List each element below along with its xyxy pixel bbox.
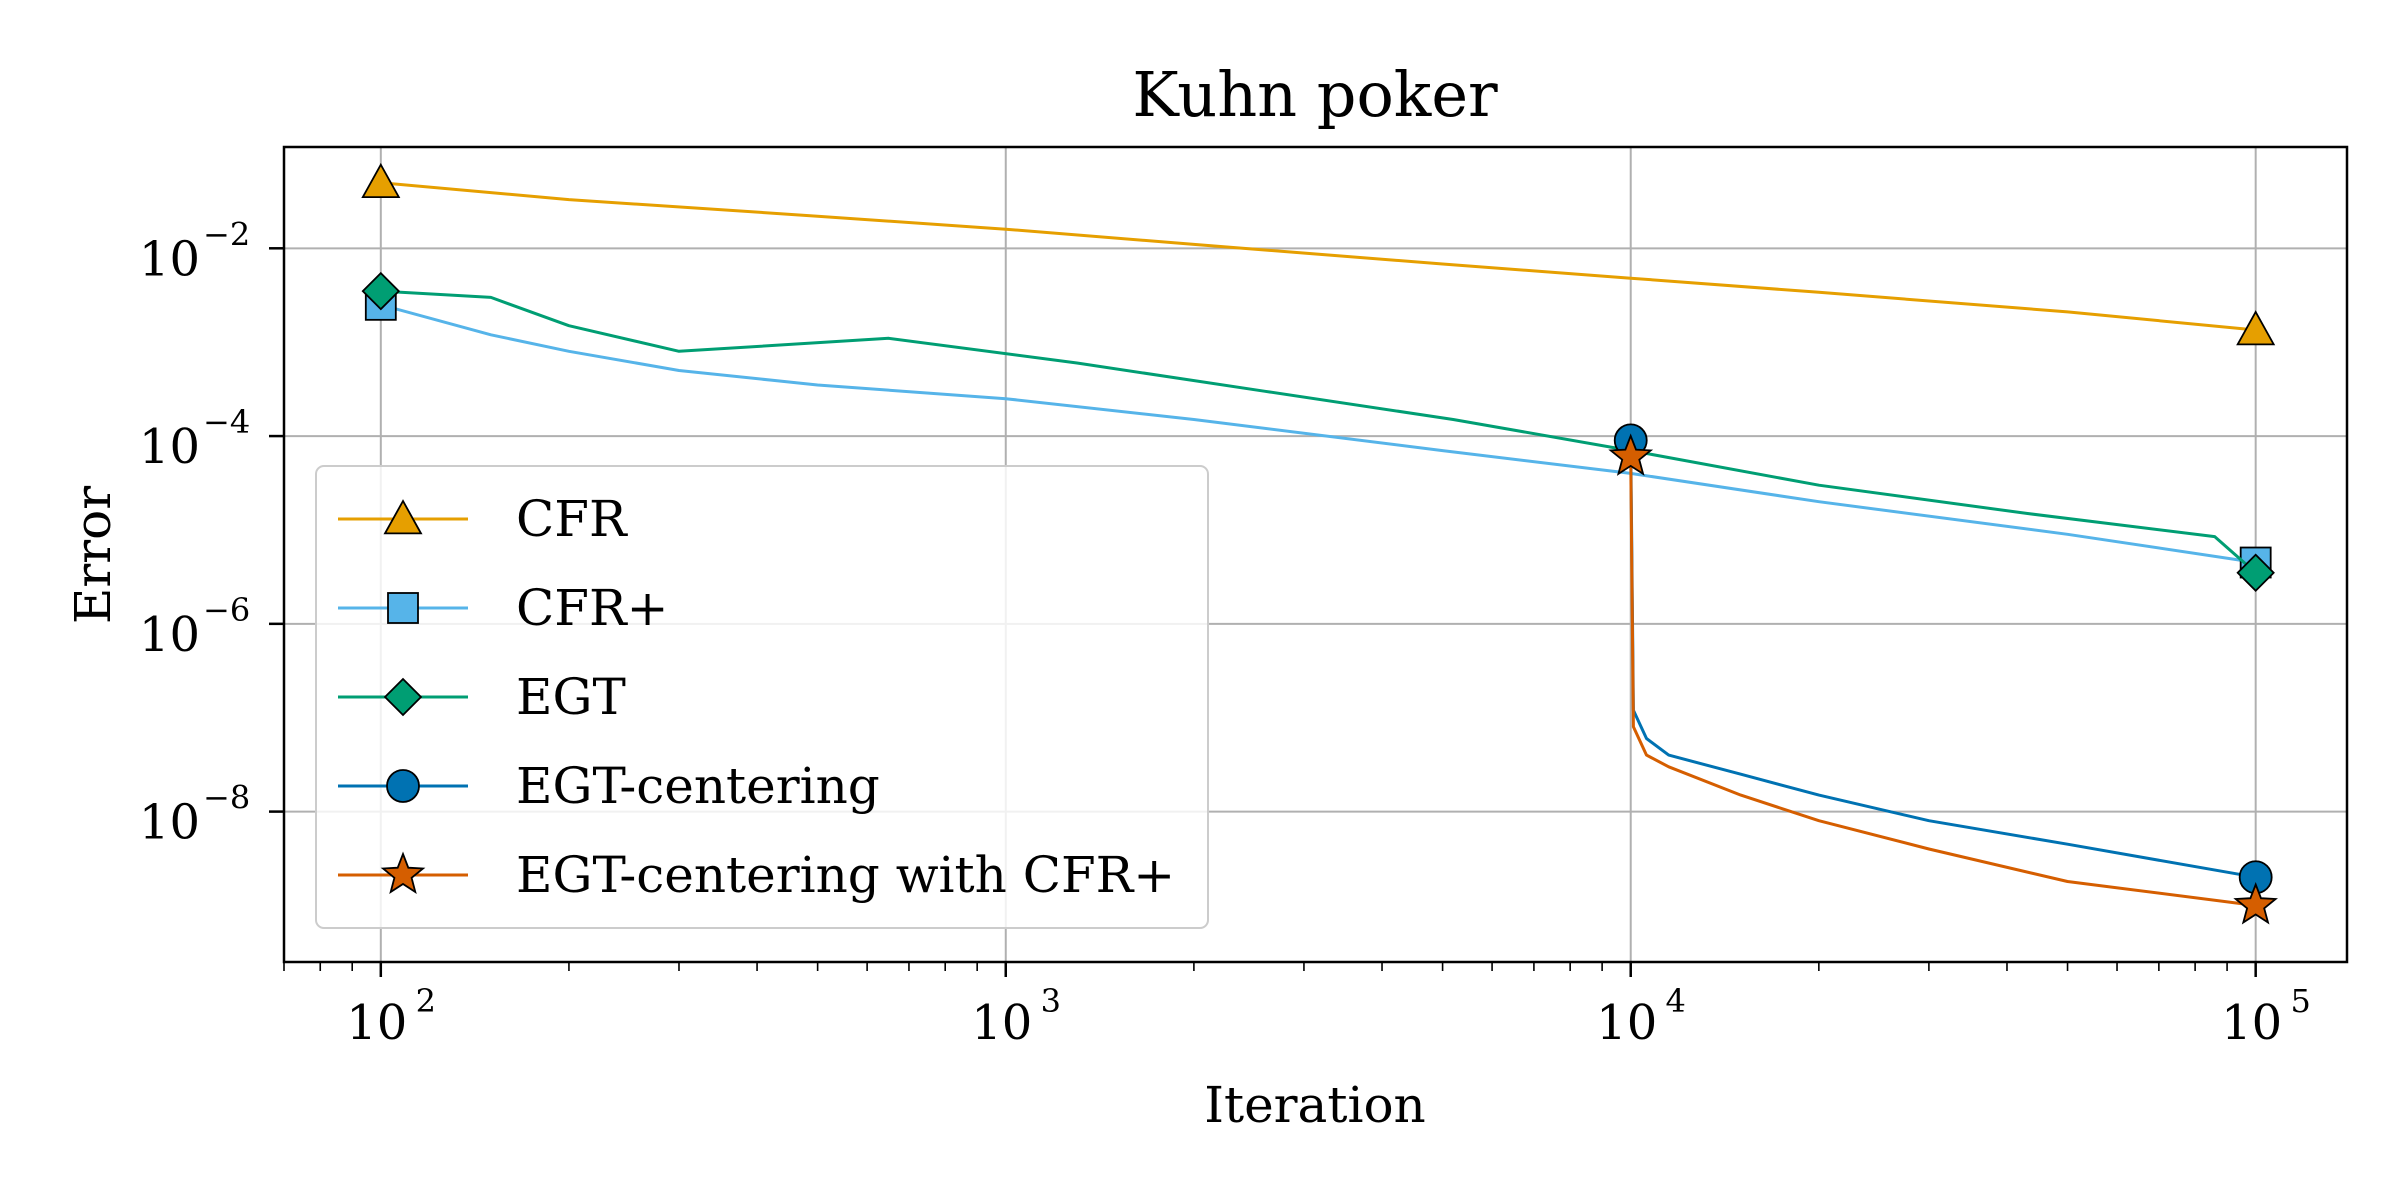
series-line-cfr (380, 181, 2256, 332)
legend-label-egt-centering-with-cfr: EGT-centering with CFR+ (516, 846, 1175, 904)
y-tick-label-3: 10 (139, 795, 200, 851)
legend-marker-egt-centering-with-cfr (380, 851, 426, 895)
y-tick-label-0: 10 (139, 231, 200, 287)
x-tick-exp-3: 5 (2290, 982, 2310, 1020)
x-tick-label-2: 10 (1596, 995, 1657, 1051)
legend-marker-egt-centering (386, 769, 420, 803)
series-marker-start-egt-centering-with-cfr (1608, 433, 1654, 476)
y-tick-exp-0: −2 (203, 215, 250, 253)
y-tick-exp-1: −4 (203, 403, 250, 441)
legend-marker-cfr (387, 592, 419, 624)
y-ticks: 10−210−410−610−8 (139, 215, 284, 851)
series-marker-end-egt (2236, 553, 2275, 593)
legend-marker-cfr (383, 499, 423, 535)
minor-ticks (283, 962, 2228, 971)
x-tick-label-3: 10 (2221, 995, 2282, 1051)
legend-box (315, 465, 1209, 929)
y-axis-label: Error (64, 486, 122, 624)
x-tick-exp-2: 4 (1666, 982, 1686, 1020)
x-axis-label: Iteration (1204, 1076, 1426, 1134)
y-tick-exp-3: −8 (203, 779, 250, 817)
x-tick-exp-1: 3 (1041, 982, 1061, 1020)
series-layer (361, 162, 2278, 925)
series-marker-end-cfr (2236, 310, 2276, 346)
y-tick-exp-2: −6 (203, 591, 250, 629)
legend-label-egt-centering: EGT-centering (516, 757, 880, 815)
x-tick-exp-0: 2 (416, 982, 436, 1020)
series-line-cfr (380, 303, 2256, 564)
legend-label-cfr: CFR (516, 490, 628, 548)
series-marker-end-egt-centering-with-cfr (2233, 882, 2278, 925)
series-marker-start-cfr (361, 162, 401, 198)
chart-title: Kuhn poker (1132, 58, 1498, 131)
x-ticks: 10 2 10 3 10 4 10 5 (346, 962, 2311, 1051)
series-marker-start-egt (361, 271, 401, 311)
series-line-egt (380, 289, 2257, 574)
legend-label-cfr: CFR+ (516, 579, 669, 637)
legend: CFR CFR+ EGT EGT-centering EGT-centering wit… (315, 465, 1209, 929)
x-tick-label-1: 10 (971, 995, 1032, 1051)
legend-marker-egt (383, 677, 423, 717)
x-tick-label-0: 10 (346, 995, 407, 1051)
y-tick-label-1: 10 (139, 419, 200, 475)
series-line-egt-centering (1629, 440, 2256, 879)
legend-label-egt: EGT (516, 668, 626, 726)
plot-frame (282, 145, 2349, 964)
series-line-egt-centering-with-cfr (1629, 456, 2256, 907)
y-tick-label-2: 10 (139, 607, 200, 663)
